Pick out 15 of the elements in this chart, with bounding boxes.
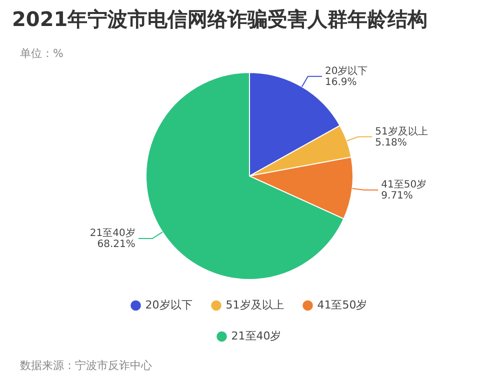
- slice-label: 41至50岁: [381, 178, 427, 191]
- data-label: 68.21%: [97, 239, 136, 250]
- data-label: 5.18%: [375, 137, 407, 148]
- slice-label: 51岁及以上: [375, 125, 428, 138]
- legend-label: 20岁以下: [145, 298, 192, 312]
- legend-label: 51岁及以上: [226, 298, 284, 312]
- chart-title: 2021年宁波市电信网络诈骗受害人群年龄结构: [12, 6, 428, 33]
- data-label: 16.9%: [324, 76, 357, 88]
- slice-label: 20岁以下: [324, 64, 368, 77]
- source-note: 数据来源：宁波市反诈中心: [20, 358, 152, 373]
- data-label: 9.71%: [381, 190, 413, 202]
- legend-label: 41至50岁: [317, 298, 368, 312]
- chart-subtitle: 单位：%: [20, 46, 64, 61]
- legend-label: 21至40岁: [231, 329, 282, 342]
- slice-label: 21至40岁: [90, 227, 136, 240]
